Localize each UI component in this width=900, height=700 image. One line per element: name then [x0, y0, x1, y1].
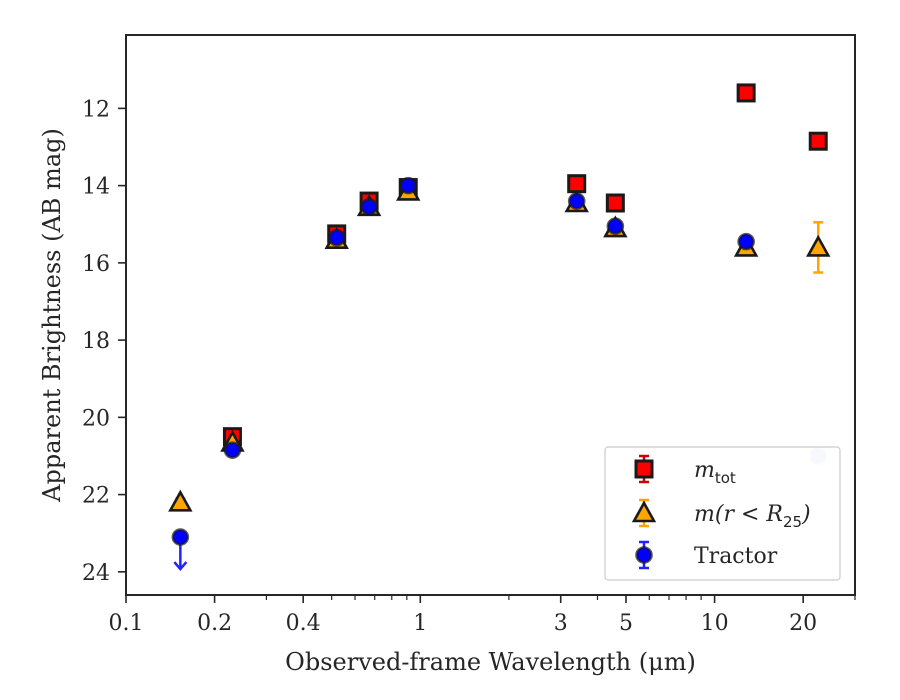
axis-ticks: 0.1 0.2 0.4 1 3 5 10 20 12 14 16 18 20 22 24 — [82, 97, 856, 636]
y-tick-label: 20 — [82, 406, 110, 431]
series-square — [222, 83, 828, 447]
y-axis-label: Apparent Brightness (AB mag) — [38, 128, 66, 503]
legend-marker — [631, 500, 657, 523]
data-point — [399, 176, 418, 195]
x-tick-label: 5 — [619, 611, 633, 636]
x-tick-label: 3 — [554, 611, 568, 636]
legend-entry: Tractor — [635, 540, 778, 570]
y-tick-label: 24 — [82, 561, 110, 586]
data-point — [171, 528, 190, 546]
data-point — [567, 174, 587, 194]
upper-limit-arrow — [173, 561, 188, 571]
x-tick-label: 0.4 — [286, 611, 321, 636]
legend-marker — [635, 546, 653, 564]
data-point — [327, 228, 346, 247]
data-point — [808, 131, 828, 151]
x-tick-label: 0.1 — [109, 611, 144, 636]
x-tick-label: 0.2 — [197, 611, 232, 636]
legend-marker — [634, 459, 654, 479]
plot-frame — [125, 34, 856, 596]
data-point — [567, 192, 586, 210]
data-point — [737, 232, 755, 251]
x-tick-label: 10 — [701, 611, 729, 636]
data-point — [736, 83, 756, 103]
data-point — [223, 441, 242, 459]
data-point — [606, 217, 625, 235]
series-circle — [171, 176, 828, 571]
y-tick-label: 18 — [82, 329, 110, 354]
y-tick-label: 16 — [82, 252, 110, 277]
data-point — [806, 234, 831, 257]
legend-box — [604, 446, 841, 581]
y-tick-label: 14 — [82, 175, 110, 200]
legend-label: Tractor — [694, 544, 778, 569]
x-tick-label: 1 — [413, 611, 427, 636]
x-tick-label: 20 — [789, 611, 817, 636]
x-axis-label: Observed-frame Wavelength (μm) — [285, 648, 696, 676]
data-series — [168, 83, 831, 571]
data-point — [360, 198, 378, 216]
y-tick-label: 12 — [82, 97, 110, 122]
y-tick-label: 22 — [82, 484, 110, 509]
data-point — [605, 193, 625, 213]
data-point — [168, 489, 193, 512]
